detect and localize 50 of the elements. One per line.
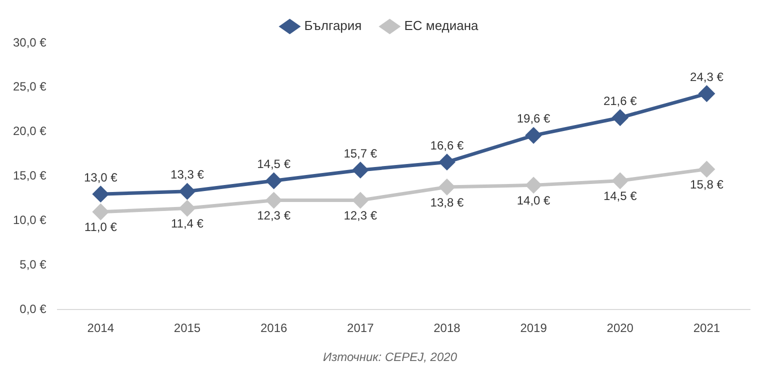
legend-label: България [304,18,362,34]
point [439,154,455,170]
x-tick-label: 2016 [260,321,288,336]
point [439,179,455,195]
point [698,161,714,177]
data-label: 13,3 € [170,168,204,182]
data-label: 14,0 € [516,194,551,208]
point [266,192,282,208]
data-label: 11,4 € [170,216,204,231]
point [352,192,368,208]
point [179,200,195,216]
data-label: 12,3 € [257,208,291,223]
data-label: 24,3 € [690,70,724,84]
legend-label: ЕС медиана [404,18,480,34]
data-label: 14,5 € [257,157,291,172]
point [698,86,714,102]
data-label: 21,6 € [603,94,638,108]
point [526,128,542,144]
data-label: 19,6 € [516,112,551,126]
x-tick-label: 2014 [87,321,114,336]
data-label: 12,3 € [344,208,378,223]
data-label: 15,7 € [344,146,378,160]
data-label: 16,6 € [430,138,464,152]
text: Източник: CEPEJ, 2020 [322,350,458,364]
point [612,110,628,126]
data-label: 13,8 € [430,195,464,210]
data-label: 14,5 € [603,189,638,204]
y-tick-label: 25,0 € [12,80,47,94]
x-tick-label: 2015 [174,321,201,336]
point [352,162,368,178]
y-tick-label: 30,0 € [12,35,47,50]
point [179,184,195,200]
point [612,172,628,188]
y-tick-label: 0,0 € [20,302,47,316]
y-tick-label: 5,0 € [20,257,47,272]
x-tick-label: 2018 [434,321,461,336]
y-tick-label: 20,0 € [12,124,47,138]
y-tick-label: 10,0 € [12,213,47,228]
point [266,172,282,188]
point [92,204,108,220]
y-tick-label: 15,0 € [12,168,47,183]
data-label: 11,0 € [84,220,118,234]
x-tick-label: 2021 [693,321,720,336]
data-label: 13,0 € [84,170,118,184]
point [92,186,108,202]
x-tick-label: 2020 [606,321,634,336]
x-tick-label: 2017 [347,321,374,336]
data-label: 15,8 € [690,178,724,192]
x-tick-label: 2019 [520,321,548,336]
point [526,177,542,193]
